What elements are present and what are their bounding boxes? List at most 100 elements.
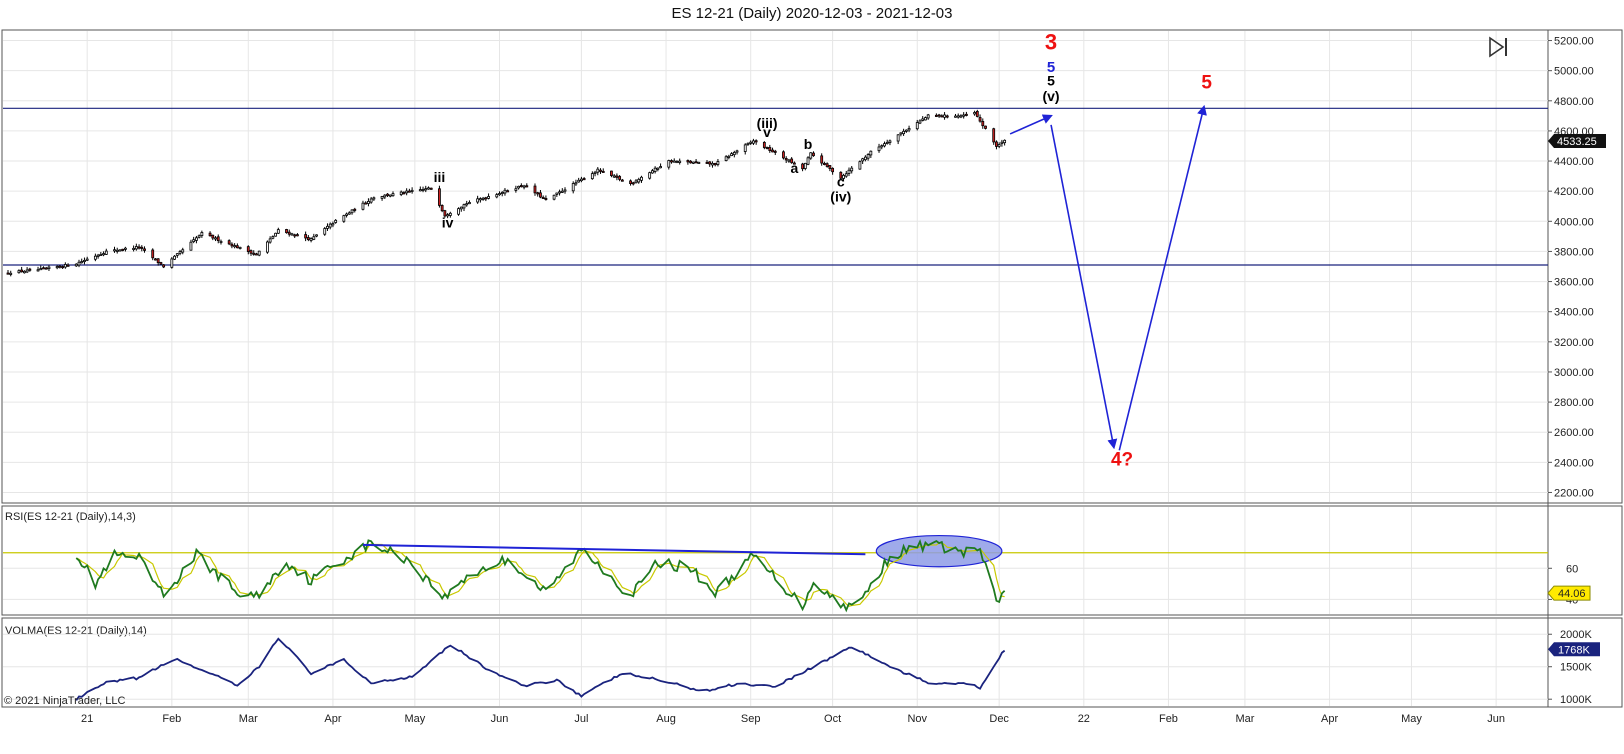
candle [28, 268, 32, 271]
candle [743, 144, 747, 152]
candle [410, 189, 414, 192]
candle [39, 268, 43, 271]
candle [159, 262, 163, 265]
candle [694, 161, 698, 164]
candle [574, 182, 578, 185]
candle [945, 115, 949, 118]
candle [773, 150, 777, 153]
candle [372, 197, 376, 200]
candle [631, 182, 635, 185]
candle [429, 187, 433, 190]
candle [405, 190, 409, 194]
price-tick-label: 4000.00 [1554, 216, 1594, 228]
wave-label: 3 [1045, 30, 1057, 55]
candle [440, 205, 444, 212]
candle [519, 185, 523, 188]
candle [705, 161, 709, 164]
candle [1000, 141, 1004, 144]
candle [754, 140, 758, 143]
candle [533, 185, 537, 194]
candle [306, 237, 310, 240]
price-tick-label: 2400.00 [1554, 457, 1594, 469]
candle [689, 160, 693, 164]
candle [124, 247, 127, 250]
wave-label: c [837, 174, 845, 190]
candle [287, 231, 291, 235]
candle [500, 192, 504, 195]
candle [42, 267, 45, 270]
wave-label: (iii) [757, 115, 778, 131]
candle [181, 249, 185, 253]
candle [896, 134, 900, 142]
candle [866, 154, 870, 159]
candle [175, 253, 179, 256]
candle [208, 232, 212, 237]
x-tick-label: Mar [239, 713, 258, 725]
candle [924, 117, 927, 121]
price-tick-label: 4800.00 [1554, 96, 1594, 108]
candles [6, 109, 1007, 277]
candle [618, 176, 622, 180]
wave-label: 5 [1047, 73, 1055, 89]
candle [85, 258, 89, 261]
candle [525, 185, 529, 188]
candle [650, 170, 654, 174]
candle [915, 122, 919, 130]
candle [361, 202, 365, 210]
candle [724, 156, 728, 162]
candle [711, 162, 714, 166]
candle [560, 190, 564, 193]
candle [506, 190, 510, 193]
candle [812, 152, 815, 157]
price-tick-label: 3400.00 [1554, 307, 1594, 319]
candle [885, 141, 889, 144]
candle [104, 250, 108, 255]
candle [238, 246, 242, 249]
candle [850, 167, 854, 172]
candle [22, 270, 26, 274]
candle [9, 272, 13, 275]
candle [820, 155, 824, 164]
candle [656, 167, 660, 170]
candle [63, 264, 67, 268]
last-price-badge [1548, 133, 1606, 148]
candle [156, 258, 160, 264]
candle [907, 128, 911, 131]
candle [790, 158, 794, 164]
candle [675, 161, 679, 164]
candle [17, 270, 21, 274]
candle [6, 272, 10, 275]
price-tick-label: 5000.00 [1554, 66, 1594, 78]
candle [47, 266, 51, 269]
candle [36, 269, 40, 272]
candle [863, 156, 867, 161]
candle [230, 243, 234, 247]
candle [462, 204, 466, 209]
candle [296, 234, 299, 237]
candle [536, 192, 540, 195]
candle [782, 151, 785, 159]
candle [749, 141, 753, 144]
candle [828, 165, 832, 169]
candle [331, 223, 335, 226]
x-tick-label: Jun [1487, 713, 1505, 725]
candle [787, 159, 791, 162]
candle [842, 174, 845, 179]
candle [902, 130, 906, 135]
candle [861, 158, 865, 162]
candle [648, 172, 652, 179]
candle [596, 168, 600, 173]
price-tick-label: 3600.00 [1554, 277, 1594, 289]
copyright-label: © 2021 NinjaTrader, LLC [4, 695, 125, 707]
candle [487, 196, 490, 199]
candle [137, 246, 141, 249]
candle [582, 178, 586, 181]
candle [457, 208, 460, 215]
candle [629, 180, 632, 185]
candle [997, 144, 1001, 147]
candle [285, 229, 288, 234]
candle [495, 194, 499, 198]
candle [593, 171, 597, 174]
candle [571, 183, 575, 192]
